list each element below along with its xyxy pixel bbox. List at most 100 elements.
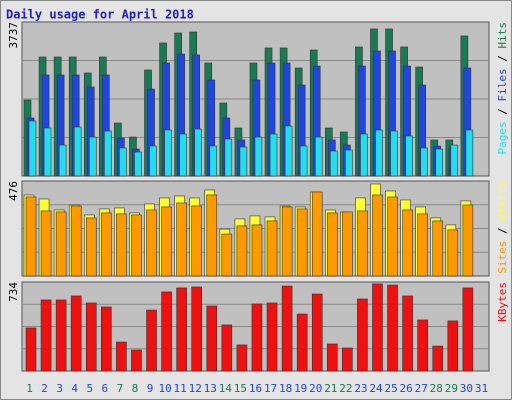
x-tick-label: 27 [415, 382, 428, 395]
bar [146, 309, 157, 372]
bar [447, 229, 459, 277]
bar [450, 144, 459, 177]
bar [101, 306, 112, 372]
bar [28, 120, 37, 177]
bar [191, 205, 203, 277]
bar [329, 150, 338, 177]
bar [221, 233, 233, 277]
y-tick-label: 476 [7, 181, 20, 201]
bar [164, 129, 172, 177]
x-tick-label: 7 [117, 382, 124, 395]
legend-text: Sites / Visits [496, 181, 509, 274]
bar [206, 305, 218, 372]
x-tick-label: 1 [26, 382, 33, 395]
legend-text: Pages / Files / Hits [496, 22, 509, 155]
bar [134, 151, 142, 177]
bar [251, 224, 263, 277]
bar [299, 145, 308, 177]
bar [372, 283, 383, 372]
bar [465, 129, 474, 177]
chart-title: Daily usage for April 2018 [6, 8, 194, 22]
legend: Sites / Visits [496, 181, 509, 274]
bar [224, 138, 233, 177]
x-tick-label: 26 [400, 382, 413, 395]
bar [116, 213, 127, 277]
bar [40, 210, 52, 277]
bar [146, 209, 157, 277]
x-tick-label: 5 [86, 382, 93, 395]
x-tick-label: 28 [430, 382, 443, 395]
bar [70, 205, 82, 277]
bar [25, 196, 37, 277]
bar [236, 225, 248, 277]
x-tick-label: 20 [309, 382, 322, 395]
bar [209, 145, 218, 177]
bar [360, 133, 368, 177]
bar [239, 146, 248, 177]
bar [88, 136, 97, 177]
legend-separator: / [496, 102, 509, 122]
legend-entry: Hits [496, 22, 509, 49]
bar [417, 319, 428, 372]
bar [402, 209, 413, 277]
bar [390, 130, 398, 177]
bar [176, 202, 187, 277]
bar [387, 196, 398, 277]
bar [70, 295, 82, 372]
bar [462, 287, 474, 372]
bar [101, 212, 112, 277]
x-tick-label: 14 [219, 382, 233, 395]
bar [176, 287, 187, 372]
x-tick-label: 29 [445, 382, 458, 395]
x-tick-label: 30 [460, 382, 473, 395]
x-tick-label: 10 [158, 382, 171, 395]
x-tick-label: 18 [279, 382, 292, 395]
bar [357, 298, 368, 372]
bar [462, 204, 474, 277]
legend-entry: Sites [496, 241, 509, 274]
bar [119, 147, 127, 177]
bar [206, 194, 218, 277]
bar [311, 293, 323, 372]
x-tick-label: 2 [41, 382, 48, 395]
x-tick-label: 8 [132, 382, 139, 395]
bar [435, 148, 444, 177]
bar [447, 320, 459, 372]
bar [85, 217, 97, 277]
bar [55, 211, 67, 277]
bar [342, 347, 353, 372]
bar [104, 130, 112, 177]
y-tick: 734 [7, 282, 20, 302]
bar [269, 133, 278, 177]
bar [236, 344, 248, 372]
legend: KBytes [496, 282, 509, 322]
x-tick-label: 4 [71, 382, 78, 395]
x-tick-label: 22 [339, 382, 352, 395]
bar [345, 149, 353, 177]
x-tick-label: 23 [354, 382, 367, 395]
legend-entry: KBytes [496, 282, 509, 322]
bar [40, 299, 52, 372]
bar [194, 128, 203, 177]
x-tick-label: 3 [56, 382, 63, 395]
bar [387, 284, 398, 372]
legend-entry: Pages [496, 121, 509, 154]
bar [266, 220, 278, 277]
y-tick-label: 3737 [7, 22, 20, 49]
bar [432, 345, 444, 372]
bar [326, 343, 338, 372]
legend-separator: / [496, 221, 509, 241]
bar [116, 341, 127, 372]
bar [296, 208, 308, 277]
bar [131, 214, 142, 277]
legend-text: KBytes [496, 282, 509, 322]
bar [281, 206, 293, 277]
bar [73, 126, 82, 177]
bar [405, 135, 413, 177]
x-tick-label: 21 [324, 382, 337, 395]
bar [131, 349, 142, 372]
legend-entry: Visits [496, 181, 509, 221]
bar [251, 303, 263, 372]
y-tick-label: 734 [7, 282, 20, 302]
bar [357, 210, 368, 277]
